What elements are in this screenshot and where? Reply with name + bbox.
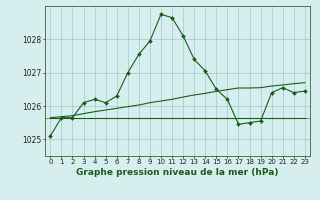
X-axis label: Graphe pression niveau de la mer (hPa): Graphe pression niveau de la mer (hPa) bbox=[76, 168, 279, 177]
